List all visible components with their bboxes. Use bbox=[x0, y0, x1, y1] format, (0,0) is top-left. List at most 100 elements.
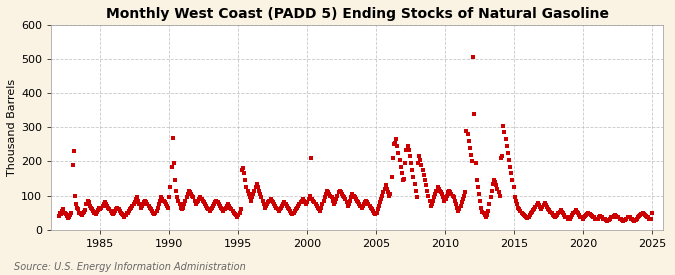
Point bbox=[418, 173, 429, 177]
Point bbox=[517, 212, 528, 217]
Point bbox=[185, 190, 196, 194]
Point bbox=[279, 200, 290, 205]
Point bbox=[476, 205, 487, 210]
Point bbox=[497, 123, 508, 128]
Point bbox=[95, 207, 105, 211]
Point bbox=[125, 207, 136, 211]
Point bbox=[508, 185, 519, 189]
Point bbox=[494, 193, 505, 198]
Point bbox=[500, 137, 511, 141]
Point bbox=[610, 213, 620, 218]
Point bbox=[99, 202, 109, 206]
Point bbox=[499, 130, 510, 135]
Point bbox=[516, 210, 527, 215]
Point bbox=[174, 202, 185, 206]
Point bbox=[329, 200, 340, 205]
Point bbox=[188, 195, 199, 200]
Point bbox=[608, 214, 618, 219]
Point bbox=[422, 188, 433, 193]
Point bbox=[298, 199, 309, 203]
Point bbox=[228, 210, 239, 215]
Point bbox=[409, 182, 420, 186]
Point bbox=[189, 199, 200, 203]
Point bbox=[55, 212, 66, 217]
Point bbox=[344, 202, 354, 206]
Point bbox=[365, 205, 376, 210]
Point bbox=[314, 207, 325, 211]
Point bbox=[510, 199, 521, 203]
Point bbox=[410, 188, 421, 193]
Point bbox=[341, 200, 352, 205]
Point bbox=[520, 214, 531, 218]
Point bbox=[111, 207, 122, 211]
Point bbox=[456, 200, 467, 205]
Point bbox=[364, 204, 375, 208]
Point bbox=[230, 212, 240, 217]
Point bbox=[263, 200, 274, 205]
Point bbox=[639, 213, 650, 217]
Point bbox=[270, 204, 281, 208]
Point bbox=[396, 171, 407, 176]
Point bbox=[544, 208, 555, 213]
Point bbox=[622, 215, 633, 220]
Point bbox=[591, 217, 602, 221]
Point bbox=[153, 202, 164, 206]
Point bbox=[75, 212, 86, 217]
Point bbox=[354, 202, 364, 206]
Point bbox=[308, 199, 319, 203]
Text: Source: U.S. Energy Information Administration: Source: U.S. Energy Information Administ… bbox=[14, 262, 245, 272]
Point bbox=[545, 210, 556, 214]
Point bbox=[194, 197, 205, 201]
Point bbox=[240, 178, 250, 183]
Point bbox=[538, 203, 549, 207]
Point bbox=[265, 197, 276, 201]
Point bbox=[370, 212, 381, 217]
Point bbox=[435, 190, 446, 194]
Point bbox=[595, 214, 605, 218]
Point bbox=[216, 205, 227, 210]
Point bbox=[143, 204, 154, 208]
Point bbox=[572, 210, 583, 214]
Point bbox=[303, 197, 314, 201]
Point bbox=[218, 209, 229, 213]
Point bbox=[71, 202, 82, 206]
Point bbox=[588, 214, 599, 219]
Point bbox=[583, 211, 594, 216]
Point bbox=[556, 210, 567, 214]
Point bbox=[53, 214, 64, 218]
Point bbox=[567, 213, 578, 217]
Y-axis label: Thousand Barrels: Thousand Barrels bbox=[7, 79, 17, 176]
Point bbox=[104, 207, 115, 211]
Point bbox=[254, 188, 265, 193]
Point bbox=[295, 200, 306, 205]
Point bbox=[484, 202, 495, 206]
Point bbox=[446, 192, 457, 196]
Point bbox=[564, 217, 574, 221]
Point bbox=[348, 193, 359, 198]
Point bbox=[491, 183, 502, 188]
Point bbox=[560, 214, 571, 219]
Point bbox=[584, 212, 595, 216]
Point bbox=[472, 185, 483, 189]
Point bbox=[122, 211, 132, 216]
Point bbox=[337, 192, 348, 196]
Point bbox=[435, 188, 446, 193]
Point bbox=[577, 216, 588, 221]
Point bbox=[639, 212, 649, 216]
Point bbox=[332, 193, 343, 198]
Point bbox=[380, 183, 391, 188]
Point bbox=[396, 164, 406, 169]
Point bbox=[556, 208, 566, 213]
Point bbox=[65, 213, 76, 218]
Point bbox=[196, 197, 207, 201]
Point bbox=[205, 209, 215, 213]
Point bbox=[205, 207, 216, 211]
Point bbox=[101, 202, 111, 206]
Point bbox=[236, 168, 247, 172]
Point bbox=[513, 205, 524, 210]
Point bbox=[339, 195, 350, 200]
Point bbox=[624, 215, 635, 220]
Point bbox=[239, 171, 250, 176]
Point bbox=[317, 202, 328, 206]
Point bbox=[479, 213, 490, 218]
